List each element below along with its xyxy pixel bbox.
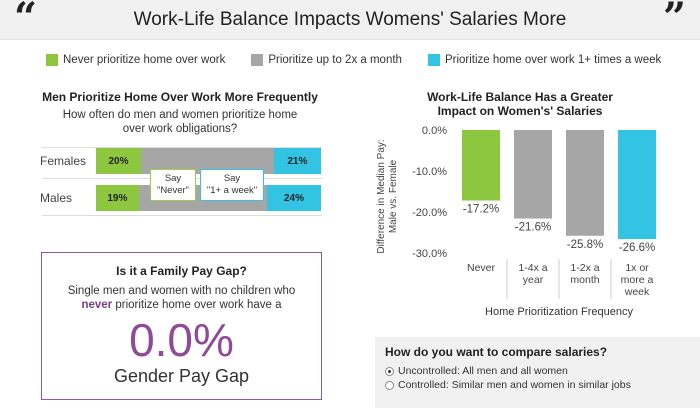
legend: Never prioritize home over work Prioriti… <box>46 54 687 66</box>
data-label: 20% <box>108 155 129 167</box>
family-pay-gap-panel: Is it a Family Pay Gap? Single men and w… <box>41 252 322 400</box>
divider <box>42 215 322 216</box>
callout-text: "1+ a week" <box>206 185 258 196</box>
page-title: Work-Life Balance Impacts Womens' Salari… <box>133 9 567 30</box>
left-chart-subtitle: How often do men and women prioritize ho… <box>62 109 298 135</box>
bar <box>618 130 656 240</box>
family-pay-gap-description: Single men and women with no children wh… <box>54 284 309 312</box>
legend-swatch-green <box>46 54 58 66</box>
radio-label: Controlled: Similar men and women in sim… <box>398 379 631 391</box>
x-tick-label-line: Never <box>467 262 496 274</box>
bar-segment-never[interactable]: 19% <box>96 185 139 211</box>
y-axis-label: Difference in Median Pay:Male vs. Female <box>376 139 399 253</box>
radio-label: Uncontrolled: All men and all women <box>398 365 568 377</box>
bar-segment-never[interactable]: 20% <box>96 148 141 174</box>
data-label: 19% <box>107 192 128 204</box>
x-tick-label: Never <box>467 262 496 274</box>
header-bar: “ Work-Life Balance Impacts Womens' Sala… <box>0 0 700 40</box>
salary-gap-bar-chart: 0.0% -10.0% -20.0% -30.0% Difference in Medi… <box>376 125 656 318</box>
x-tick-label: 1-2x a month <box>570 262 599 286</box>
data-label: -17.2% <box>463 204 499 216</box>
radio-button[interactable] <box>385 380 394 390</box>
bar <box>462 130 500 201</box>
data-label: -26.6% <box>619 242 655 254</box>
callout-text: "Never" <box>156 185 190 196</box>
radio-button-selected[interactable] <box>385 366 394 376</box>
compare-panel: How do you want to compare salaries? Unc… <box>375 337 700 408</box>
y-tick-label: -20.0% <box>412 207 447 219</box>
bar <box>566 130 604 236</box>
legend-swatch-gray <box>251 54 264 66</box>
gender-pay-gap-label: Gender Pay Gap <box>113 366 250 386</box>
legend-item-weekly: Prioritize home over work 1+ times a wee… <box>427 54 662 66</box>
x-tick-label-line: year <box>523 274 544 286</box>
right-chart-title-line: Impact on Women's' Salaries <box>437 104 603 118</box>
callout-weekly: Say "1+ a week" <box>200 169 264 201</box>
callout-never: Say "Never" <box>150 169 196 201</box>
data-label: -21.6% <box>515 222 551 234</box>
x-tick-label-line: 1-2x a <box>570 262 599 274</box>
right-chart-title: Work-Life Balance Has a Greater Impact o… <box>400 90 640 118</box>
legend-label: Prioritize home over work 1+ times a wee… <box>444 54 662 66</box>
x-tick-label-line: more a <box>621 274 654 286</box>
y-axis-label-line: Difference in Median Pay: <box>376 139 387 253</box>
callout-text: Say <box>164 173 182 184</box>
y-tick-label: -30.0% <box>412 248 447 260</box>
open-quote-icon: “ <box>14 0 38 41</box>
description-text: Single men and women with no children wh… <box>67 285 296 297</box>
gender-pay-gap-value: 0.0% <box>129 314 234 366</box>
bar-segment-weekly[interactable]: 24% <box>267 185 321 211</box>
radio-controlled[interactable]: Controlled: Similar men and women in sim… <box>385 379 631 391</box>
legend-label: Never prioritize home over work <box>63 54 226 66</box>
y-tick-label: -10.0% <box>412 166 447 178</box>
data-label: 24% <box>283 192 304 204</box>
legend-swatch-blue <box>427 54 440 66</box>
data-label: 21% <box>287 155 308 167</box>
legend-label: Prioritize up to 2x a month <box>268 54 402 66</box>
description-text: prioritize home over work have a <box>115 299 282 311</box>
compare-title: How do you want to compare salaries? <box>385 345 608 359</box>
row-label-females: Females <box>40 154 87 168</box>
right-chart-title-line: Work-Life Balance Has a Greater <box>427 90 613 104</box>
callout-text: Say <box>223 173 241 184</box>
x-tick-label-line: week <box>624 286 650 298</box>
y-tick-label: 0.0% <box>422 125 447 137</box>
x-tick-label-line: 1x or <box>625 262 649 274</box>
family-pay-gap-title: Is it a Family Pay Gap? <box>116 264 247 278</box>
y-axis-label-line: Male vs. Female <box>388 159 399 233</box>
x-tick-label: 1-4x a year <box>518 262 547 286</box>
x-axis-label: Home Prioritization Frequency <box>485 306 633 318</box>
bar <box>514 130 552 219</box>
x-tick-label-line: month <box>570 274 599 286</box>
close-quote-icon: ” <box>662 0 686 41</box>
x-tick-label-line: 1-4x a <box>518 262 547 274</box>
left-chart-title: Men Prioritize Home Over Work More Frequ… <box>42 90 318 104</box>
legend-item-up-to-2x: Prioritize up to 2x a month <box>251 54 402 66</box>
description-emphasis: never <box>81 299 113 311</box>
divider <box>42 147 322 148</box>
row-label-males: Males <box>40 191 73 205</box>
x-tick-label: 1x or more a week <box>621 262 654 298</box>
radio-uncontrolled[interactable]: Uncontrolled: All men and all women <box>385 365 568 377</box>
bar-segment-weekly[interactable]: 21% <box>273 148 321 174</box>
data-label: -25.8% <box>567 239 603 251</box>
legend-item-never: Never prioritize home over work <box>46 54 225 66</box>
